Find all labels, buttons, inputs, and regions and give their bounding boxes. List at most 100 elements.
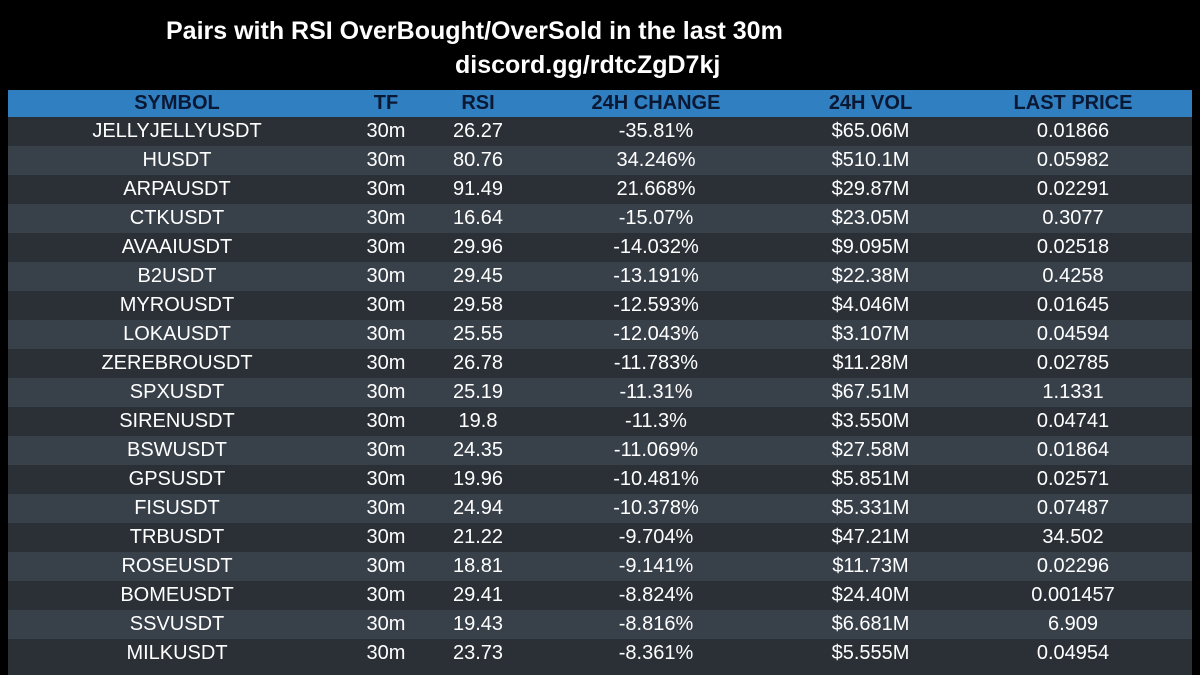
cell-tf: 30m (366, 642, 406, 664)
cell-last-price: 0.02571 (1036, 468, 1110, 490)
table-row[interactable]: ZEREBROUSDT 30m 26.78 -11.783% $11.28M 0.0278… (8, 349, 1192, 378)
table-row[interactable]: AVAAIUSDT 30m 29.96 -14.032% $9.095M 0.02518 (8, 233, 1192, 262)
cell-symbol: GPSUSDT (128, 468, 226, 490)
cell-24h-change: -12.593% (613, 294, 699, 316)
table-row[interactable]: ROSEUSDT 30m 18.81 -9.141% $11.73M 0.02296 (8, 552, 1192, 581)
cell-rsi: 91.49 (452, 178, 504, 200)
cell-24h-vol: $5.851M (831, 468, 910, 490)
cell-last-price: 0.04741 (1036, 410, 1110, 432)
cell-24h-change: -14.032% (613, 236, 699, 258)
cell-symbol: LOKAUSDT (123, 323, 231, 345)
column-header-tf[interactable]: TF (373, 92, 399, 114)
cell-last-price: 0.01645 (1036, 294, 1110, 316)
cell-last-price: 0.05982 (1036, 149, 1110, 171)
cell-24h-vol: $47.21M (831, 526, 910, 548)
table-row[interactable]: FISUSDT 30m 24.94 -10.378% $5.331M 0.07487 (8, 494, 1192, 523)
table-row[interactable]: ARPAUSDT 30m 91.49 21.668% $29.87M 0.02291 (8, 175, 1192, 204)
cell-symbol: B2USDT (137, 265, 217, 287)
cell-24h-vol: $29.87M (831, 178, 910, 200)
cell-last-price: 0.01866 (1036, 120, 1110, 142)
cell-symbol: ROSEUSDT (121, 555, 233, 577)
table-row[interactable]: B2USDT 30m 29.45 -13.191% $22.38M 0.4258 (8, 262, 1192, 291)
table-row[interactable]: BSWUSDT 30m 24.35 -11.069% $27.58M 0.01864 (8, 436, 1192, 465)
table-row[interactable]: MILKUSDT 30m 23.73 -8.361% $5.555M 0.04954 (8, 639, 1192, 668)
cell-tf: 30m (366, 468, 406, 490)
cell-24h-vol: $3.550M (831, 410, 910, 432)
column-header-symbol[interactable]: SYMBOL (134, 92, 220, 114)
cell-rsi: 29.96 (452, 236, 504, 258)
cell-24h-vol: $24.40M (831, 584, 910, 606)
cell-rsi: 26.27 (452, 120, 504, 142)
table-row[interactable]: MYROUSDT 30m 29.58 -12.593% $4.046M 0.01645 (8, 291, 1192, 320)
cell-rsi: 18.81 (452, 555, 504, 577)
cell-last-price: 34.502 (1042, 526, 1104, 548)
cell-rsi: 19.43 (452, 613, 504, 635)
cell-tf: 30m (366, 497, 406, 519)
table-row[interactable]: SIRENUSDT 30m 19.8 -11.3% $3.550M 0.04741 (8, 407, 1192, 436)
cell-tf: 30m (366, 526, 406, 548)
cell-tf: 30m (366, 555, 406, 577)
cell-symbol: BSWUSDT (127, 439, 227, 461)
cell-symbol: AVAAIUSDT (121, 236, 233, 258)
cell-24h-change: -35.81% (618, 120, 694, 142)
cell-last-price: 1.1331 (1042, 381, 1104, 403)
cell-rsi: 29.45 (452, 265, 504, 287)
discord-link[interactable]: discord.gg/rdtcZgD7kj (455, 51, 721, 79)
cell-24h-change: -10.378% (613, 497, 699, 519)
cell-24h-vol: $11.28M (832, 352, 909, 374)
cell-24h-change: -9.704% (618, 526, 694, 548)
column-header-24h-change[interactable]: 24H CHANGE (591, 92, 721, 114)
cell-last-price: 0.001457 (1031, 584, 1115, 606)
page-title: Pairs with RSI OverBought/OverSold in th… (166, 17, 783, 45)
cell-last-price: 0.3077 (1042, 207, 1104, 229)
cell-rsi: 23.73 (452, 642, 504, 664)
cell-24h-vol: $5.331M (831, 497, 910, 519)
cell-24h-change: 21.668% (616, 178, 696, 200)
cell-rsi: 21.22 (452, 526, 504, 548)
cell-tf: 30m (366, 381, 406, 403)
column-header-rsi[interactable]: RSI (461, 92, 495, 114)
cell-24h-change: -8.816% (618, 613, 694, 635)
table-row[interactable]: GPSUSDT 30m 19.96 -10.481% $5.851M 0.02571 (8, 465, 1192, 494)
cell-24h-change: -10.481% (613, 468, 699, 490)
cell-24h-vol: $3.107M (831, 323, 910, 345)
cell-tf: 30m (366, 439, 406, 461)
table-row[interactable]: CTKUSDT 30m 16.64 -15.07% $23.05M 0.3077 (8, 204, 1192, 233)
table-row[interactable]: LOKAUSDT 30m 25.55 -12.043% $3.107M 0.04594 (8, 320, 1192, 349)
table-row[interactable]: BOMEUSDT 30m 29.41 -8.824% $24.40M 0.001457 (8, 581, 1192, 610)
table-row[interactable]: SPXUSDT 30m 25.19 -11.31% $67.51M 1.1331 (8, 378, 1192, 407)
table-row[interactable]: TRBUSDT 30m 21.22 -9.704% $47.21M 34.502 (8, 523, 1192, 552)
cell-symbol: SIRENUSDT (119, 410, 235, 432)
cell-24h-change: -11.31% (619, 381, 693, 403)
cell-24h-change: -11.783% (613, 352, 699, 374)
cell-last-price: 0.04954 (1036, 642, 1110, 664)
cell-tf: 30m (366, 236, 406, 258)
title-header: Pairs with RSI OverBought/OverSold in th… (0, 0, 1200, 90)
cell-24h-change: -8.361% (618, 642, 694, 664)
cell-rsi: 80.76 (452, 149, 504, 171)
column-header-24h-vol[interactable]: 24H VOL (828, 92, 913, 114)
cell-rsi: 29.41 (452, 584, 504, 606)
cell-tf: 30m (366, 410, 406, 432)
cell-24h-vol: $65.06M (831, 120, 910, 142)
column-header-last-price[interactable]: LAST PRICE (1013, 92, 1133, 114)
table-row[interactable]: HUSDT 30m 80.76 34.246% $510.1M 0.05982 (8, 146, 1192, 175)
cell-symbol: JELLYJELLYUSDT (92, 120, 262, 142)
cell-24h-change: -9.141% (618, 555, 694, 577)
cell-symbol: MILKUSDT (126, 642, 228, 664)
cell-24h-change: -11.069% (613, 439, 699, 461)
cell-tf: 30m (366, 352, 406, 374)
table-row[interactable]: JELLYJELLYUSDT 30m 26.27 -35.81% $65.06M 0.01… (8, 117, 1192, 146)
cell-rsi: 24.94 (452, 497, 504, 519)
cell-last-price: 6.909 (1047, 613, 1099, 635)
cell-symbol: SSVUSDT (129, 613, 225, 635)
cell-tf: 30m (366, 294, 406, 316)
cell-tf: 30m (366, 265, 406, 287)
cell-24h-vol: $9.095M (831, 236, 910, 258)
cell-tf: 30m (366, 120, 406, 142)
rsi-table: SYMBOL TF RSI 24H CHANGE 24H VOL LAST PR… (8, 90, 1192, 675)
cell-last-price: 0.02296 (1036, 555, 1110, 577)
cell-rsi: 25.55 (452, 323, 504, 345)
table-row[interactable]: SSVUSDT 30m 19.43 -8.816% $6.681M 6.909 (8, 610, 1192, 639)
cell-rsi: 29.58 (452, 294, 504, 316)
